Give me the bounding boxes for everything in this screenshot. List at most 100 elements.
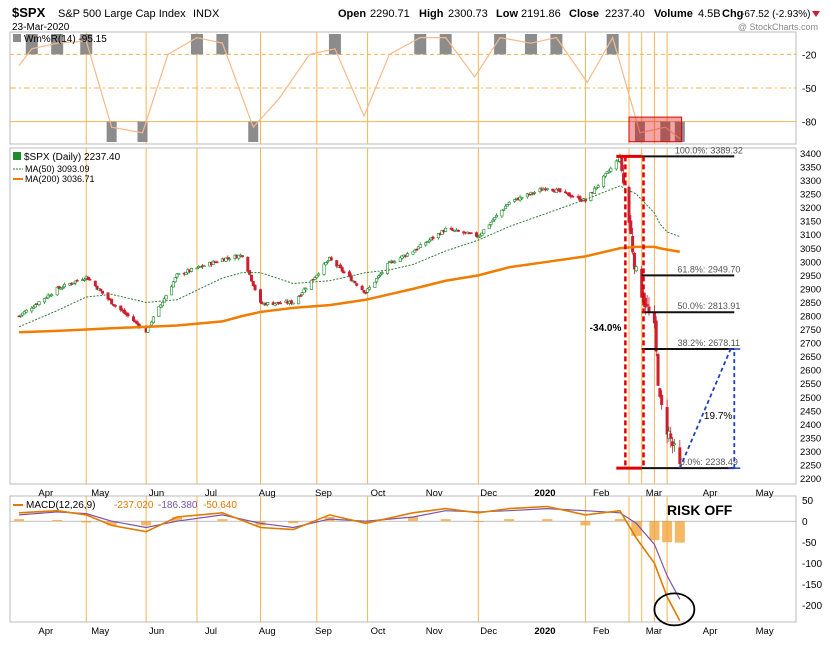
candle-body xyxy=(386,263,390,274)
price-tick-label: 2200 xyxy=(800,474,821,485)
candle-body xyxy=(251,281,255,287)
candle-body xyxy=(19,314,23,317)
candle-body xyxy=(160,301,164,307)
price-tick-label: 2750 xyxy=(800,325,821,336)
wpr-legend-swatch xyxy=(13,34,21,42)
candle-body xyxy=(366,288,370,293)
candle-body xyxy=(311,278,315,281)
candle-body xyxy=(375,278,379,283)
fib-level-label: 0.0%: 2238.49 xyxy=(680,457,738,467)
candle-body xyxy=(289,300,293,305)
macd-histogram-bar xyxy=(504,519,515,522)
macd-tick-label: -150 xyxy=(802,580,822,591)
wpr-oversold-fill xyxy=(660,121,671,142)
candle-body xyxy=(378,273,382,276)
candle-body xyxy=(62,283,66,288)
price-tick-label: 2800 xyxy=(800,312,821,323)
wpr-overbought-fill xyxy=(494,34,507,55)
candle-body xyxy=(465,231,469,234)
macd-x-tick-label: Dec xyxy=(480,626,497,637)
candle-body xyxy=(376,275,380,278)
close-value: 2237.40 xyxy=(605,8,645,20)
candle-body xyxy=(37,301,41,305)
candle-body xyxy=(440,230,444,235)
wpr-tick-label: -50 xyxy=(802,84,817,95)
candle-body xyxy=(113,305,117,307)
candle-body xyxy=(620,155,624,171)
candle-body xyxy=(507,201,511,205)
macd-histogram-bar xyxy=(172,517,183,522)
candle-body xyxy=(122,309,126,314)
candle-body xyxy=(493,217,497,221)
macd-histogram-bar xyxy=(14,519,25,522)
candle-body xyxy=(596,185,600,188)
price-tick-label: 2900 xyxy=(800,284,821,295)
wpr-overbought-fill xyxy=(550,34,563,55)
open-label: Open xyxy=(338,8,366,20)
wpr-oversold-fill xyxy=(106,121,117,142)
candle-body xyxy=(253,284,257,291)
candle-body xyxy=(157,306,161,317)
candle-body xyxy=(545,188,549,190)
candle-body xyxy=(487,224,491,230)
price-x-tick-label: Apr xyxy=(703,488,718,499)
macd-x-tick-label: May xyxy=(91,626,109,637)
wpr-panel: -20 -50 -80 xyxy=(10,32,817,144)
candle-body xyxy=(393,261,397,264)
candle-body xyxy=(398,257,402,263)
price-x-tick-label: Jul xyxy=(205,488,217,499)
chg-value: -67.52 (-2.93%) xyxy=(741,9,810,20)
candle-body xyxy=(449,227,453,230)
macd-x-tick-label: Jun xyxy=(149,626,164,637)
candle-body xyxy=(224,257,228,262)
candle-body xyxy=(171,281,175,288)
signal-value: -186.380 xyxy=(158,500,198,511)
price-tick-label: 2500 xyxy=(800,393,821,404)
candle-body xyxy=(362,290,366,293)
candle-body xyxy=(594,187,598,190)
candle-body xyxy=(164,295,168,300)
candle-body xyxy=(622,173,626,184)
candle-body xyxy=(571,195,575,198)
macd-histogram-bar xyxy=(649,521,660,541)
candle-body xyxy=(86,276,90,281)
wpr-oversold-fill xyxy=(674,121,685,142)
macd-histogram-bar xyxy=(407,517,418,522)
exchange: INDX xyxy=(193,8,220,20)
price-tick-label: 2550 xyxy=(800,379,821,390)
candle-body xyxy=(173,277,177,283)
candle-body xyxy=(631,235,635,253)
price-x-tick-label: Nov xyxy=(426,488,443,499)
macd-histogram-bar xyxy=(217,519,228,522)
macd-value: -237.020 xyxy=(114,500,154,511)
candle-body xyxy=(531,192,535,195)
candle-body xyxy=(654,320,658,352)
candle-body xyxy=(33,304,37,308)
macd-x-tick-label: Feb xyxy=(593,626,609,637)
price-x-tick-label: Jun xyxy=(149,488,164,499)
candle-body xyxy=(326,260,330,263)
candle-body xyxy=(475,232,479,237)
macd-x-tick-label: 2020 xyxy=(534,626,555,637)
macd-histogram-bar xyxy=(440,519,451,522)
fib-level-label: 61.8%: 2949.70 xyxy=(677,264,740,274)
candle-body xyxy=(240,255,244,258)
candle-body xyxy=(106,292,110,300)
candle-body xyxy=(647,306,651,312)
macd-tick-label: -50 xyxy=(802,538,817,549)
candle-body xyxy=(151,316,155,323)
ma200-legend: MA(200) 3036.71 xyxy=(25,174,95,184)
wpr-highlight-box xyxy=(628,116,683,143)
volume-value: 4.5B xyxy=(698,8,721,20)
price-tick-label: 3100 xyxy=(800,230,821,241)
candle-body xyxy=(340,267,344,272)
candle-body xyxy=(150,321,154,326)
candle-body xyxy=(640,268,644,298)
candle-body xyxy=(278,302,282,305)
candle-body xyxy=(632,252,636,270)
candle-body xyxy=(634,266,638,272)
macd-histogram-bar xyxy=(81,521,92,523)
candle-body xyxy=(175,273,179,278)
macd-histogram-bar xyxy=(473,521,484,523)
ma50-legend: MA(50) 3093.09 xyxy=(25,164,90,174)
